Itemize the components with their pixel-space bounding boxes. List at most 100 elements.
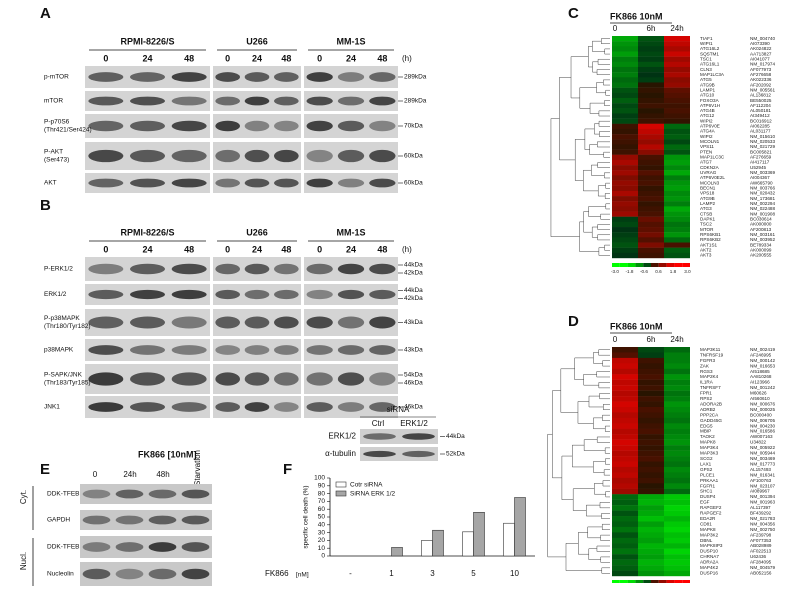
band: [369, 178, 396, 188]
heat-cell: [612, 92, 638, 99]
label: AKT2: [700, 247, 712, 252]
heat-cell: [612, 385, 638, 391]
scale-swatch: [643, 263, 651, 267]
heat-cell: [638, 466, 664, 473]
heat-cell: [638, 247, 664, 254]
bar: [503, 522, 515, 557]
heat-cell: [612, 461, 638, 468]
scale-swatch: [643, 580, 651, 583]
heat-cell: [664, 242, 690, 248]
label: AI073390: [750, 41, 770, 46]
label: AB028989: [750, 543, 772, 548]
band: [130, 402, 165, 412]
label: ADORA2B: [700, 401, 722, 406]
band: [171, 402, 207, 412]
label: AF284095: [750, 560, 772, 565]
heat-cell: [612, 434, 638, 440]
label: PPP2CA: [700, 412, 719, 417]
label: ATG4A: [700, 129, 716, 134]
label: NM_022488: [750, 206, 775, 211]
band: [88, 120, 124, 132]
heat-cell: [664, 237, 690, 243]
heat-cell: [638, 347, 664, 353]
heat-cell: [664, 61, 690, 68]
bar: [473, 512, 485, 557]
heat-cell: [664, 461, 690, 468]
scale-swatch: [627, 263, 636, 267]
band: [369, 345, 396, 355]
heat-cell: [638, 118, 664, 124]
heat-cell: [612, 46, 638, 52]
band: [88, 178, 124, 188]
label: 5: [471, 569, 476, 578]
heat-cell: [638, 505, 664, 511]
heat-cell: [638, 242, 664, 248]
label: 24h: [670, 24, 683, 33]
band: [337, 402, 365, 412]
label: AW007163: [750, 434, 773, 439]
band: [181, 489, 210, 499]
heat-cell: [638, 417, 664, 424]
band: [215, 263, 240, 275]
label: ATP6V1H: [700, 103, 720, 108]
heat-cell: [638, 149, 664, 155]
band: [337, 263, 365, 275]
band: [130, 149, 165, 163]
heat-cell: [612, 175, 638, 181]
label: NM_002750: [750, 527, 775, 532]
heat-cell: [612, 247, 638, 254]
heat-cell: [612, 41, 638, 47]
heat-cell: [664, 483, 690, 489]
band: [215, 372, 240, 386]
band: [337, 178, 365, 188]
label: SQSTM1: [700, 51, 719, 56]
band: [337, 149, 365, 163]
label: 90: [318, 483, 326, 490]
band: [274, 263, 299, 275]
band: [306, 372, 333, 386]
band: [369, 289, 396, 300]
label: 1: [389, 569, 394, 578]
label: ERK1/2: [44, 291, 67, 298]
heat-cell: [664, 445, 690, 451]
label: [nM]: [296, 572, 309, 579]
label: 48: [184, 53, 194, 63]
heat-cell: [612, 526, 638, 533]
bar: [514, 497, 526, 557]
heat-cell: [664, 494, 690, 500]
label: 289kDa: [404, 98, 427, 105]
label: ATG7: [700, 160, 712, 165]
label: 30: [318, 529, 326, 536]
label: MAP3K3: [700, 451, 719, 456]
heat-cell: [612, 97, 638, 104]
heat-cell: [638, 401, 664, 408]
label: 70: [318, 498, 326, 505]
label: Nucleolin: [47, 571, 74, 578]
label: 54kDa: [404, 372, 423, 379]
bar: [462, 531, 474, 557]
label: Nucl.: [19, 552, 28, 570]
label: DUSP4: [700, 494, 716, 499]
label: WIPI2: [700, 134, 713, 139]
label: 24: [346, 244, 356, 254]
heat-cell: [612, 494, 638, 500]
band: [130, 345, 165, 355]
heat-cell: [612, 483, 638, 489]
heat-cell: [638, 412, 664, 419]
band: [369, 402, 396, 412]
band: [274, 345, 299, 355]
label: TSC1: [700, 56, 712, 61]
heat-cell: [638, 548, 664, 555]
label: NM_021729: [750, 144, 775, 149]
label: NM_001908: [750, 211, 775, 216]
heat-cell: [664, 374, 690, 380]
label: AF112204: [750, 103, 771, 108]
heat-cell: [664, 72, 690, 78]
label: 10: [318, 545, 326, 552]
heat-cell: [664, 128, 690, 135]
band: [171, 372, 207, 386]
band: [306, 96, 333, 106]
label: 50: [318, 514, 326, 521]
heat-cell: [612, 237, 638, 243]
heat-cell: [638, 185, 664, 192]
